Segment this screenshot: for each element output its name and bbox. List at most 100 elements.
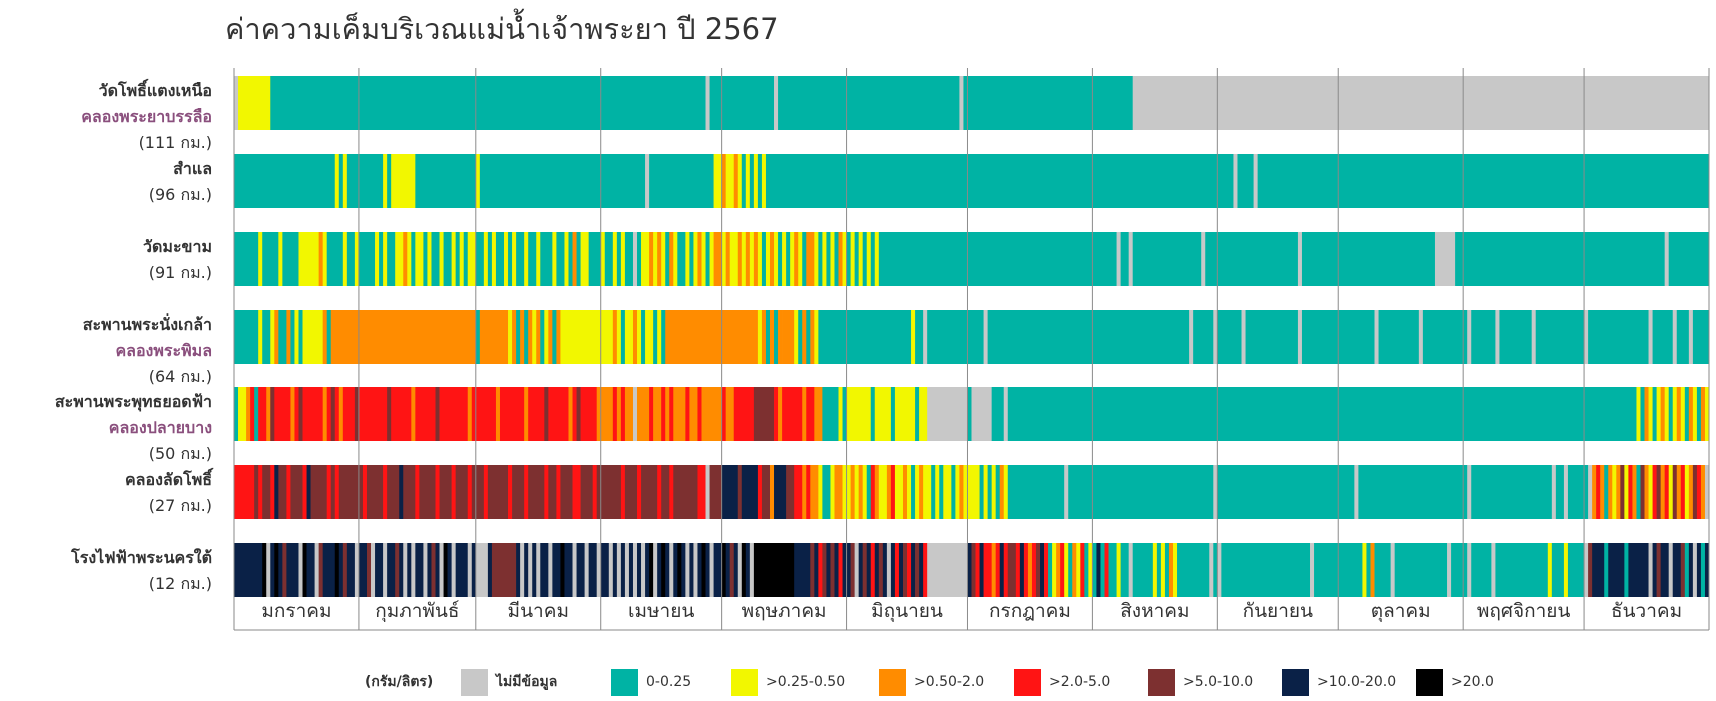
salinity-cell <box>520 310 525 364</box>
salinity-cell <box>665 310 670 364</box>
salinity-cell <box>802 465 807 519</box>
salinity-cell <box>278 465 287 519</box>
salinity-cell <box>403 232 408 286</box>
salinity-cell <box>931 465 936 519</box>
salinity-cell <box>878 465 888 519</box>
salinity-cell <box>427 232 432 286</box>
month-label: กุมภาพันธ์ <box>375 600 459 623</box>
salinity-cell <box>467 232 477 286</box>
salinity-cell <box>1680 543 1686 597</box>
salinity-cell <box>915 465 920 519</box>
salinity-cell <box>1567 465 1589 519</box>
salinity-cell <box>846 232 851 286</box>
salinity-cell <box>1688 543 1694 597</box>
salinity-cell <box>270 310 275 364</box>
salinity-cell <box>366 465 384 519</box>
station-name: สะพานพระนั่งเกล้า <box>83 313 212 334</box>
salinity-cell <box>1584 543 1589 597</box>
salinity-cell <box>354 543 360 597</box>
salinity-cell <box>1068 465 1214 519</box>
salinity-cell <box>455 232 461 286</box>
salinity-cell <box>1116 543 1121 597</box>
salinity-cell <box>705 543 710 597</box>
salinity-cell <box>238 76 271 130</box>
salinity-cell <box>669 232 674 286</box>
salinity-cell <box>395 232 404 286</box>
salinity-cell <box>641 310 646 364</box>
salinity-cell <box>1684 387 1690 441</box>
salinity-cell <box>814 387 823 441</box>
salinity-cell <box>584 543 589 597</box>
salinity-cell <box>1209 543 1214 597</box>
salinity-cell <box>657 543 662 597</box>
salinity-cell <box>733 543 739 597</box>
salinity-cell <box>927 543 968 597</box>
salinity-cell <box>1680 387 1686 441</box>
salinity-cell <box>290 310 295 364</box>
salinity-cell <box>556 310 561 364</box>
salinity-cell <box>661 232 666 286</box>
salinity-cell <box>665 232 670 286</box>
legend-label: >10.0-20.0 <box>1317 674 1397 690</box>
salinity-cell <box>967 543 972 597</box>
salinity-cell <box>548 387 569 441</box>
salinity-cell <box>266 387 271 441</box>
salinity-cell <box>346 154 384 208</box>
salinity-cell <box>701 387 722 441</box>
salinity-cell <box>1668 232 1710 286</box>
salinity-cell <box>1084 543 1089 597</box>
salinity-cell <box>661 310 666 364</box>
month-label: พฤษภาคม <box>742 600 827 622</box>
salinity-cell <box>854 543 860 597</box>
salinity-cell <box>1257 154 1710 208</box>
salinity-cell <box>814 543 819 597</box>
salinity-cell <box>1467 465 1472 519</box>
salinity-cell <box>761 310 767 364</box>
salinity-cell <box>637 543 642 597</box>
salinity-cell <box>254 465 259 519</box>
salinity-cell <box>258 232 263 286</box>
salinity-cell <box>447 543 452 597</box>
salinity-cell <box>358 543 368 597</box>
salinity-cell <box>1648 465 1653 519</box>
salinity-cell <box>733 387 755 441</box>
station-row <box>234 76 1710 130</box>
salinity-cell <box>729 543 735 597</box>
salinity-cell <box>439 387 469 441</box>
salinity-cell <box>737 154 743 208</box>
month-label: กันยายน <box>1243 600 1313 622</box>
salinity-cell <box>254 387 259 441</box>
salinity-cell <box>600 543 610 597</box>
salinity-cell <box>528 387 545 441</box>
legend-item-2.0-5.0: >2.0-5.0 <box>1014 668 1110 696</box>
salinity-cell <box>838 387 843 441</box>
salinity-cell <box>495 387 501 441</box>
salinity-cell <box>298 232 319 286</box>
salinity-cell <box>705 232 710 286</box>
legend-label: >0.50-2.0 <box>914 674 985 690</box>
salinity-cell <box>802 232 807 286</box>
salinity-cell <box>963 76 1134 130</box>
salinity-cell <box>415 232 424 286</box>
salinity-cell <box>467 543 473 597</box>
legend-label: >2.0-5.0 <box>1049 674 1111 690</box>
salinity-cell <box>673 232 678 286</box>
legend-item-5.0-10.0: >5.0-10.0 <box>1148 668 1253 696</box>
salinity-cell <box>556 465 561 519</box>
salinity-cell <box>250 387 255 441</box>
salinity-cell <box>612 387 618 441</box>
salinity-cell <box>258 310 263 364</box>
salinity-cell <box>641 465 658 519</box>
station-row <box>234 543 1710 597</box>
salinity-cell <box>653 232 658 286</box>
salinity-cell <box>544 465 549 519</box>
salinity-cell <box>548 310 553 364</box>
salinity-cell <box>346 232 356 286</box>
salinity-cell <box>669 543 674 597</box>
salinity-cell <box>520 543 525 597</box>
salinity-cell <box>894 387 916 441</box>
salinity-cell <box>1164 543 1170 597</box>
salinity-cell <box>1696 387 1702 441</box>
salinity-cell <box>552 310 557 364</box>
salinity-cell <box>544 310 549 364</box>
